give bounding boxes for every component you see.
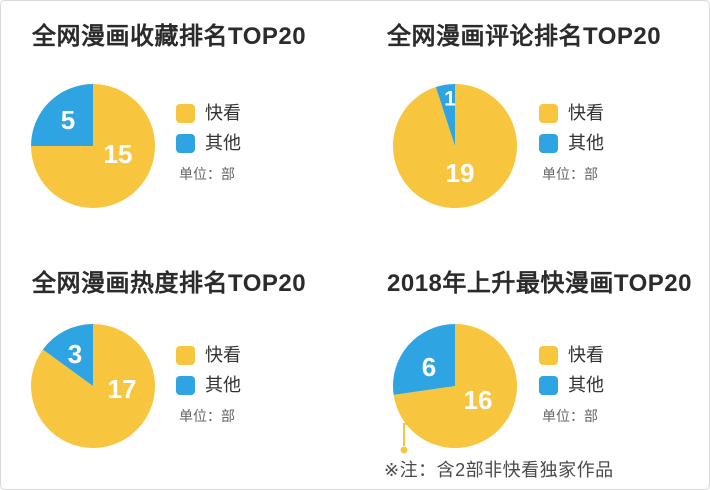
pie-slice-other — [435, 84, 455, 146]
other-swatch — [176, 134, 195, 153]
slice-value-label: 19 — [446, 158, 475, 188]
legend-item-other: 其他 — [176, 134, 241, 153]
legend-label-kuaikan: 快看 — [205, 103, 241, 123]
chart-title-popularity: 全网漫画热度排名TOP20 — [32, 270, 307, 297]
legend-label-kuaikan: 快看 — [568, 345, 604, 365]
other-swatch — [176, 376, 195, 395]
unit-label: 单位：部 — [179, 166, 235, 182]
legend-item-other: 其他 — [539, 134, 604, 153]
legend-item-other: 其他 — [539, 376, 604, 395]
legend-label-other: 其他 — [205, 375, 241, 395]
kuaikan-swatch — [539, 104, 558, 123]
kuaikan-swatch — [176, 104, 195, 123]
legend: 快看 其他 单位：部 — [176, 104, 241, 184]
slice-value-label: 15 — [104, 139, 133, 169]
legend-label-kuaikan: 快看 — [568, 103, 604, 123]
slice-value-label: 5 — [61, 105, 75, 135]
legend-label-other: 其他 — [205, 133, 241, 153]
chart-panel-collection: 全网漫画收藏排名TOP20 15 5 快看 其他 单位：部 — [1, 1, 356, 246]
legend-item-kuaikan: 快看 — [176, 346, 241, 365]
unit-label: 单位：部 — [542, 408, 598, 424]
kuaikan-swatch — [539, 346, 558, 365]
pie-chart-collection: 15 5 — [31, 84, 155, 208]
pie-slice-kuaikan — [31, 324, 156, 448]
legend-label-kuaikan: 快看 — [205, 345, 241, 365]
slice-value-label: 1 — [444, 88, 456, 111]
chart-panel-popularity: 全网漫画热度排名TOP20 17 3 快看 其他 单位：部 — [1, 246, 356, 489]
other-swatch — [539, 376, 558, 395]
pie-slice-other — [392, 324, 455, 395]
chart-panel-fastest-rising: 2018年上升最快漫画TOP20 16 6 快看 其他 单位：部 ※注：含2部非快… — [356, 246, 709, 489]
slice-value-label: 3 — [68, 339, 82, 369]
kuaikan-swatch — [176, 346, 195, 365]
pie-chart-popularity: 17 3 — [31, 324, 156, 448]
legend-item-kuaikan: 快看 — [176, 104, 241, 123]
legend: 快看 其他 单位：部 — [176, 346, 241, 426]
legend: 快看 其他 单位：部 — [539, 346, 604, 426]
chart-title-collection: 全网漫画收藏排名TOP20 — [32, 23, 307, 50]
pie-slice-kuaikan — [392, 84, 517, 208]
chart-title-fastest-rising: 2018年上升最快漫画TOP20 — [387, 270, 692, 297]
pie-slice-kuaikan — [393, 324, 517, 448]
chart-title-comments: 全网漫画评论排名TOP20 — [387, 23, 662, 50]
unit-label: 单位：部 — [542, 166, 598, 182]
pie-slice-other — [42, 324, 93, 386]
slice-value-label: 16 — [464, 385, 493, 415]
legend: 快看 其他 单位：部 — [539, 104, 604, 184]
legend-item-other: 其他 — [176, 376, 241, 395]
pie-chart-fastest-rising: 16 6 — [392, 324, 517, 448]
slice-value-label: 17 — [108, 374, 137, 404]
pie-slice-other — [31, 84, 93, 146]
note-callout-line — [400, 423, 411, 454]
legend-label-other: 其他 — [568, 375, 604, 395]
footnote: ※注：含2部非快看独家作品 — [384, 460, 614, 480]
chart-panel-comments: 全网漫画评论排名TOP20 19 1 快看 其他 单位：部 — [356, 1, 709, 246]
legend-item-kuaikan: 快看 — [539, 104, 604, 123]
other-swatch — [539, 134, 558, 153]
slice-value-label: 6 — [422, 352, 436, 382]
pie-chart-comments: 19 1 — [392, 84, 517, 208]
unit-label: 单位：部 — [179, 408, 235, 424]
legend-item-kuaikan: 快看 — [539, 346, 604, 365]
legend-label-other: 其他 — [568, 133, 604, 153]
